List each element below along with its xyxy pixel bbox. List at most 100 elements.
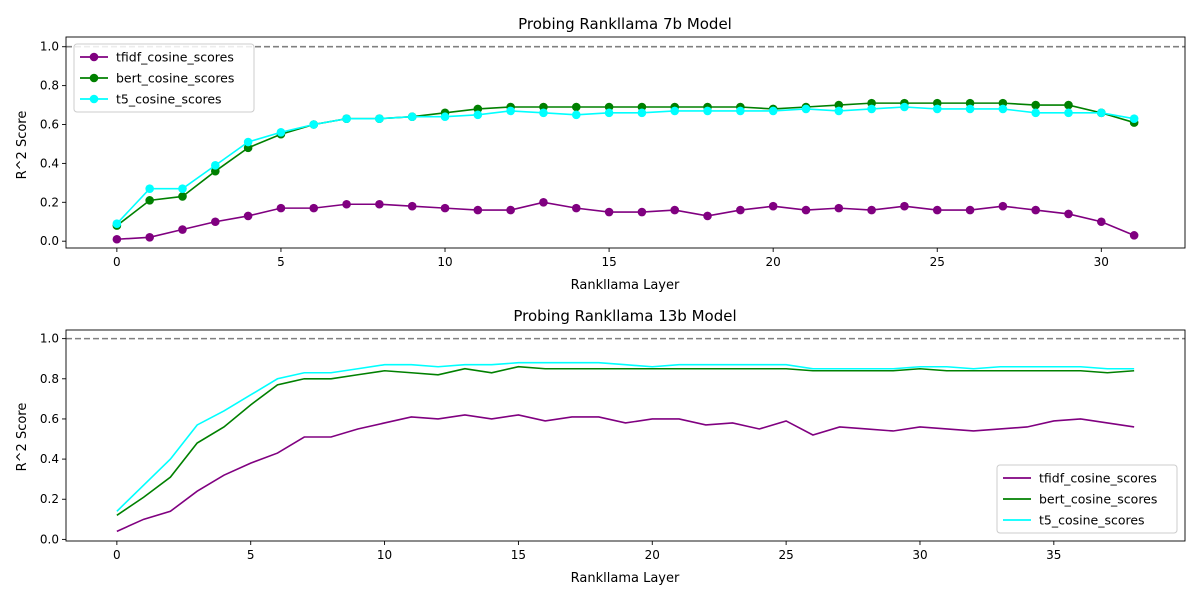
data-point <box>539 108 548 118</box>
x-tick-label: 5 <box>277 255 285 269</box>
x-tick-label: 15 <box>601 255 616 269</box>
chart-13b: Probing Rankllama 13b Model Rankllama La… <box>15 307 1186 586</box>
x-tick-label: 25 <box>778 548 793 562</box>
data-point <box>867 205 876 215</box>
data-point <box>309 120 319 129</box>
chart-title: Probing Rankllama 7b Model <box>518 15 732 33</box>
y-tick-label: 0.6 <box>40 118 59 132</box>
data-point <box>867 104 876 114</box>
plot-frame <box>65 36 1186 249</box>
data-point <box>1064 209 1073 219</box>
y-tick-label: 0.8 <box>40 372 59 386</box>
data-point <box>145 196 154 205</box>
data-point <box>998 104 1008 114</box>
data-point <box>473 110 483 120</box>
data-point <box>801 205 811 215</box>
data-point <box>1129 114 1139 123</box>
chart-7b: Probing Rankllama 7b Model Rankllama Lay… <box>15 15 1186 293</box>
data-point <box>703 106 712 116</box>
data-point <box>112 234 122 244</box>
data-point <box>1064 100 1073 110</box>
x-axis-label: Rankllama Layer <box>571 278 680 293</box>
legend-marker <box>89 73 99 83</box>
data-point <box>801 104 811 114</box>
legend-marker <box>89 52 99 62</box>
x-tick-label: 20 <box>766 255 781 269</box>
y-tick-label: 1.0 <box>40 40 59 54</box>
data-point <box>145 233 154 242</box>
y-tick-label: 0.2 <box>40 195 59 209</box>
data-point <box>342 114 351 123</box>
chart-title: Probing Rankllama 13b Model <box>513 307 736 325</box>
data-point <box>407 201 417 211</box>
series-line-tfidf_cosine_scores <box>116 414 1135 533</box>
x-tick-label: 20 <box>645 548 660 562</box>
data-point <box>1129 231 1139 240</box>
series-line-bert_cosine_scores <box>116 102 1135 227</box>
data-point <box>440 112 450 122</box>
data-point <box>539 197 548 207</box>
legend: tfidf_cosine_scores bert_cosine_scores t5_… <box>996 464 1178 534</box>
legend-label: bert_cosine_scores <box>116 71 234 86</box>
data-point <box>309 203 319 213</box>
data-point <box>1097 108 1106 118</box>
data-point <box>145 184 154 193</box>
data-point <box>211 161 220 170</box>
legend-label: t5_cosine_scores <box>1039 513 1145 528</box>
data-point <box>342 199 351 209</box>
legend-label: tfidf_cosine_scores <box>116 50 234 65</box>
plot-area: 0 5 10 15 20 25 30 35 0.0 0.2 0.4 0.6 0.8 1.0 tfidf_co… <box>40 329 1186 562</box>
x-tick-label: 30 <box>912 548 927 562</box>
data-point <box>375 199 384 209</box>
x-tick-label: 15 <box>511 548 526 562</box>
y-tick-label: 0.8 <box>40 79 59 93</box>
data-point <box>506 205 515 215</box>
y-tick-label: 0.0 <box>40 234 59 248</box>
x-tick-label: 0 <box>113 548 121 562</box>
data-point <box>900 201 909 211</box>
legend-label: t5_cosine_scores <box>116 92 222 107</box>
data-point <box>571 203 581 213</box>
data-point <box>112 219 122 228</box>
y-axis-label: R^2 Score <box>15 403 30 472</box>
data-point <box>932 205 942 215</box>
y-tick-label: 0.4 <box>40 156 59 170</box>
plot-frame <box>65 329 1186 542</box>
data-point <box>768 106 778 116</box>
series-line-tfidf_cosine_scores <box>116 201 1135 241</box>
y-tick-label: 1.0 <box>40 332 59 346</box>
data-point <box>178 192 187 201</box>
data-point <box>1064 108 1073 118</box>
data-point <box>243 211 253 221</box>
data-point <box>211 217 220 227</box>
data-point <box>900 102 909 112</box>
data-point <box>1097 217 1106 227</box>
y-tick-label: 0.4 <box>40 452 59 466</box>
series-line-t5_cosine_scores <box>116 106 1135 225</box>
y-tick-label: 0.6 <box>40 412 59 426</box>
data-point <box>407 112 417 122</box>
data-point <box>1031 108 1040 118</box>
legend-label: bert_cosine_scores <box>1039 492 1157 507</box>
data-point <box>965 205 975 215</box>
data-point <box>178 184 187 193</box>
data-point <box>506 106 515 116</box>
data-point <box>375 114 384 123</box>
data-point <box>736 106 745 116</box>
data-point <box>178 225 187 234</box>
x-tick-label: 0 <box>113 255 121 269</box>
y-axis-label: R^2 Score <box>15 111 30 180</box>
data-point <box>276 127 286 137</box>
legend-label: tfidf_cosine_scores <box>1039 471 1157 486</box>
x-tick-label: 5 <box>247 548 255 562</box>
data-point <box>768 201 778 211</box>
data-point <box>440 203 450 213</box>
x-tick-label: 30 <box>1094 255 1109 269</box>
data-point <box>571 110 581 120</box>
data-point <box>965 104 975 114</box>
data-point <box>571 102 581 112</box>
y-tick-label: 0.0 <box>40 532 59 546</box>
data-point <box>637 207 647 217</box>
data-point <box>703 211 712 221</box>
